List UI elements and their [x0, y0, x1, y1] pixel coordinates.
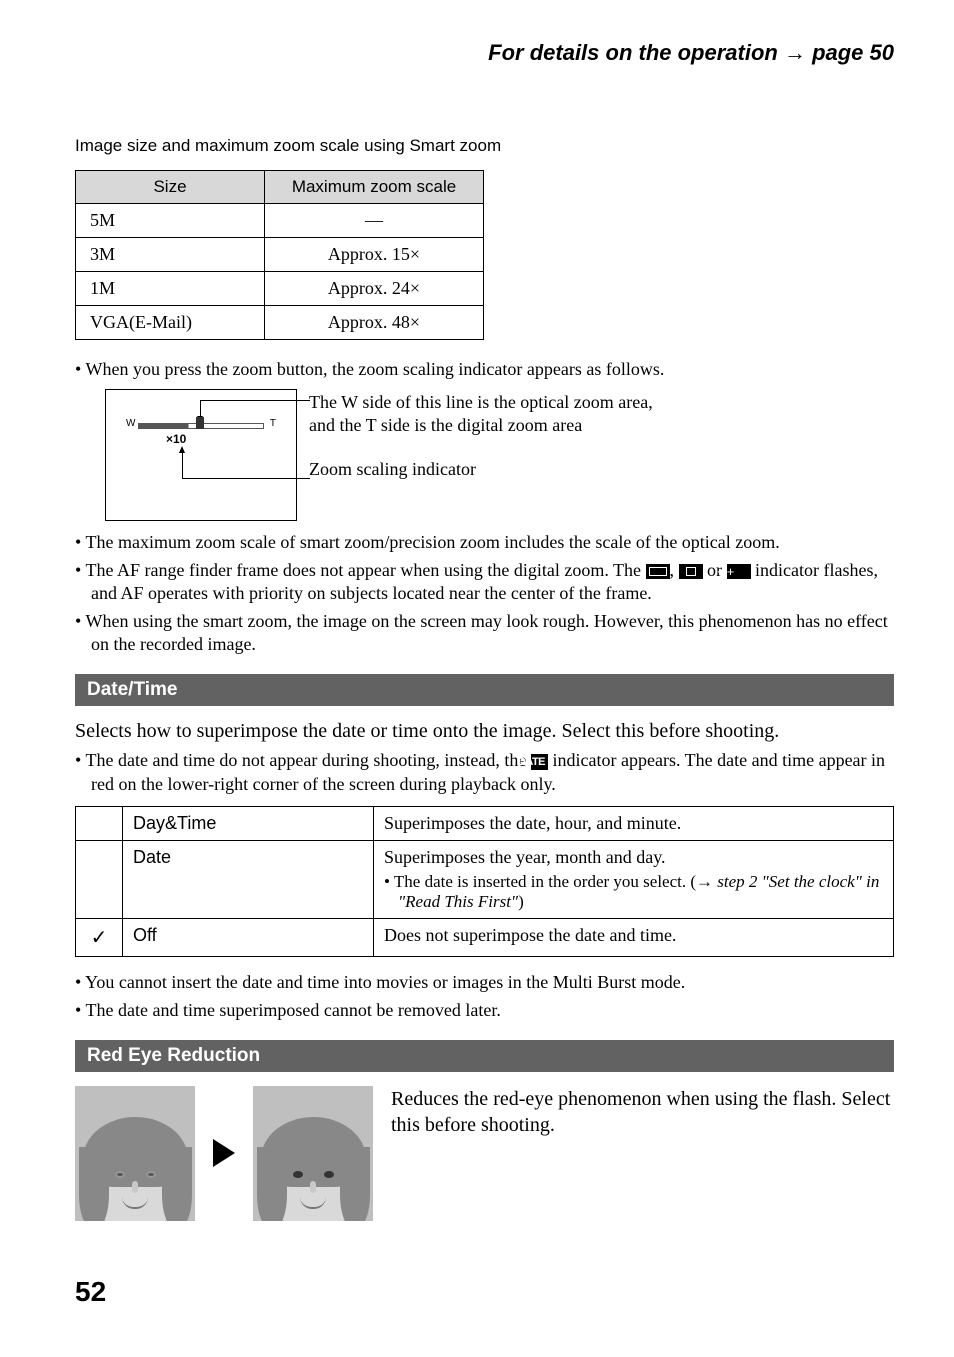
redeye-after-image: [253, 1086, 373, 1221]
zoom-t-label: T: [270, 418, 276, 429]
zoom-bar-marker: [196, 417, 204, 429]
zoom-diagram-box: W T ×10: [105, 389, 297, 521]
table-row: 5M—: [76, 204, 484, 238]
zoom-diagram: W T ×10 The W side of this line is the o…: [105, 389, 894, 521]
dt-option: Off: [123, 919, 374, 957]
header-arrow: →: [784, 40, 806, 65]
date-time-table: Day&Time Superimposes the date, hour, an…: [75, 806, 894, 957]
date-time-heading: Date/Time: [75, 674, 894, 706]
dt-desc: Does not superimpose the date and time.: [374, 919, 894, 957]
zoom-note: When using the smart zoom, the image on …: [75, 610, 894, 657]
dt-sub-arrow: →: [696, 872, 713, 891]
redeye-before-image: [75, 1086, 195, 1221]
zoom-th-size: Size: [76, 171, 265, 204]
af-note-pre: The AF range finder frame does not appea…: [85, 560, 645, 580]
dt-sub-post: ): [518, 892, 524, 911]
zoom-scale: Approx. 48×: [265, 306, 484, 340]
table-row: 1MApprox. 24×: [76, 272, 484, 306]
date-icon: DATE: [531, 754, 548, 770]
dt-option: Date: [123, 841, 374, 919]
dt-check: ✓: [76, 919, 123, 957]
af-note-mid1: ,: [670, 560, 679, 580]
dt-check: [76, 841, 123, 919]
red-eye-heading: Red Eye Reduction: [75, 1040, 894, 1072]
zoom-size: 3M: [76, 238, 265, 272]
header-prefix: For details on the operation: [488, 40, 784, 65]
dt-desc-cell: Superimposes the year, month and day. Th…: [374, 841, 894, 919]
zoom-size: VGA(E-Mail): [76, 306, 265, 340]
zoom-x10-label: ×10: [166, 432, 186, 446]
af-spot-icon: [727, 564, 751, 579]
header-suffix: page 50: [806, 40, 894, 65]
diagram-label-1a: The W side of this line is the optical z…: [309, 391, 653, 414]
zoom-scale: Approx. 24×: [265, 272, 484, 306]
dt-desc: Superimposes the year, month and day.: [384, 847, 666, 867]
af-center-icon: [679, 564, 703, 579]
dt-after-note: You cannot insert the date and time into…: [75, 971, 894, 994]
dt-note-pre: The date and time do not appear during s…: [85, 750, 530, 770]
zoom-indicator-bullet: When you press the zoom button, the zoom…: [75, 358, 894, 381]
zoom-scale: Approx. 15×: [265, 238, 484, 272]
table-row: ✓ Off Does not superimpose the date and …: [76, 919, 894, 957]
smart-zoom-table: Size Maximum zoom scale 5M— 3MApprox. 15…: [75, 170, 484, 340]
table-row: Date Superimposes the year, month and da…: [76, 841, 894, 919]
af-note-mid2: or: [703, 560, 727, 580]
date-time-intro: Selects how to superimpose the date or t…: [75, 720, 894, 743]
date-time-note: The date and time do not appear during s…: [75, 749, 894, 796]
zoom-size: 5M: [76, 204, 265, 238]
dt-check: [76, 807, 123, 841]
page-number: 52: [75, 1276, 894, 1308]
dt-after-note: The date and time superimposed cannot be…: [75, 999, 894, 1022]
diagram-label-2: Zoom scaling indicator: [309, 458, 653, 481]
table-row: 3MApprox. 15×: [76, 238, 484, 272]
dt-desc: Superimposes the date, hour, and minute.: [374, 807, 894, 841]
zoom-w-label: W: [126, 418, 135, 429]
zoom-scale: —: [265, 204, 484, 238]
zoom-note: The maximum zoom scale of smart zoom/pre…: [75, 531, 894, 554]
zoom-size: 1M: [76, 272, 265, 306]
smart-zoom-lead: Image size and maximum zoom scale using …: [75, 136, 894, 156]
page-header: For details on the operation → page 50: [75, 40, 894, 66]
dt-option: Day&Time: [123, 807, 374, 841]
red-eye-text: Reduces the red-eye phenomenon when usin…: [391, 1086, 894, 1138]
dt-sub-note: The date is inserted in the order you se…: [384, 872, 883, 912]
table-row: Day&Time Superimposes the date, hour, an…: [76, 807, 894, 841]
table-row: VGA(E-Mail)Approx. 48×: [76, 306, 484, 340]
diagram-label-1b: and the T side is the digital zoom area: [309, 414, 653, 437]
arrow-right-icon: [213, 1139, 235, 1167]
zoom-th-scale: Maximum zoom scale: [265, 171, 484, 204]
af-wide-icon: [646, 564, 670, 579]
zoom-note-af: The AF range finder frame does not appea…: [75, 559, 894, 606]
dt-sub-pre: The date is inserted in the order you se…: [394, 872, 696, 891]
